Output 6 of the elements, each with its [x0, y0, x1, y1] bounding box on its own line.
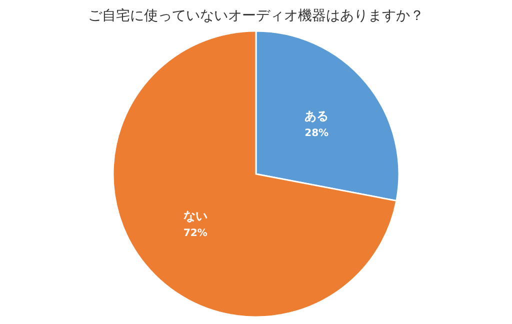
data-label: 72%: [183, 228, 208, 240]
data-label: 28%: [304, 128, 329, 139]
slice-label: ある: [304, 108, 329, 123]
pie-slice: [112, 30, 398, 318]
chart-title: ご自宅に使っていないオーディオ機器はありますか？: [88, 8, 424, 24]
slice-label: ない: [183, 209, 208, 224]
